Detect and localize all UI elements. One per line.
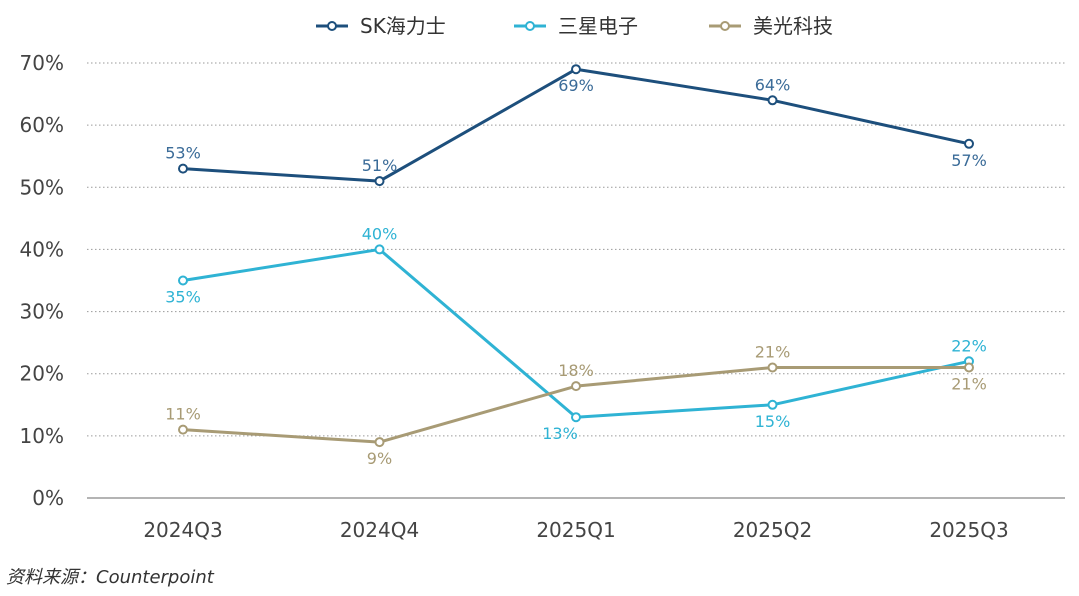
legend-item: 美光科技 [709, 14, 833, 38]
data-point [178, 275, 188, 286]
x-tick-label: 2025Q1 [536, 518, 615, 542]
data-label: 11% [165, 405, 201, 424]
y-tick-label: 70% [20, 51, 64, 75]
legend-marker [720, 21, 730, 31]
data-label: 18% [558, 361, 594, 380]
data-point [767, 399, 778, 410]
data-label: 51% [362, 156, 398, 175]
legend-item: 三星电子 [514, 14, 638, 38]
data-label: 21% [755, 343, 791, 362]
x-tick-label: 2024Q4 [340, 518, 419, 542]
data-point [374, 176, 385, 187]
y-tick-label: 40% [20, 237, 64, 261]
data-point [571, 64, 581, 75]
y-tick-label: 60% [20, 113, 64, 137]
legend-label: SK海力士 [360, 14, 446, 38]
legend-label: 美光科技 [753, 14, 833, 38]
data-label: 40% [362, 224, 398, 243]
x-tick-label: 2025Q2 [733, 518, 812, 542]
data-label: 15% [755, 412, 791, 431]
data-label: 9% [367, 449, 392, 468]
data-point [767, 362, 778, 373]
y-tick-label: 10% [20, 424, 64, 448]
data-point [374, 437, 385, 448]
x-tick-label: 2024Q3 [143, 518, 222, 542]
series-lines: 53% 51% 69% 64% 57% 35% 40% 13% 15% 22% 11% 9% 18% 21… [165, 64, 987, 469]
data-point [571, 412, 581, 423]
y-tick-label: 30% [20, 300, 64, 324]
legend: SK海力士 三星电子 美光科技 [316, 14, 833, 38]
data-label: 22% [951, 336, 987, 355]
data-point [964, 138, 974, 149]
y-tick-label: 0% [32, 486, 64, 510]
legend-item: SK海力士 [316, 14, 446, 38]
series-3: 11% 9% 18% 21% 21% [165, 343, 987, 469]
series-2: 35% 40% 13% 15% 22% [165, 224, 987, 443]
data-label: 64% [755, 75, 791, 94]
data-point [178, 424, 188, 435]
data-label: 57% [951, 151, 987, 170]
data-point [178, 163, 188, 174]
data-label: 69% [558, 76, 594, 95]
data-label: 53% [165, 144, 201, 163]
data-point [767, 95, 778, 106]
grid-lines [87, 62, 1065, 437]
x-tick-label: 2025Q3 [929, 518, 1008, 542]
data-point [964, 362, 974, 373]
series-line [182, 247, 970, 419]
legend-label: 三星电子 [558, 14, 638, 38]
series-1: 53% 51% 69% 64% 57% [165, 64, 987, 187]
y-tick-label: 50% [20, 175, 64, 199]
line-chart: 0% 10% 20% 30% 40% 50% 60% 70% 2024Q3 2024Q4 2025Q… [20, 14, 1065, 542]
y-tick-label: 20% [20, 362, 64, 386]
legend-marker [525, 21, 535, 31]
source-note: 资料来源：Counterpoint [6, 567, 214, 588]
data-point [571, 381, 581, 392]
data-label: 35% [165, 288, 201, 307]
axes: 0% 10% 20% 30% 40% 50% 60% 70% 2024Q3 2024Q4 2025Q… [20, 51, 1065, 542]
legend-marker [327, 21, 337, 31]
data-label: 21% [951, 375, 987, 394]
data-label: 13% [542, 424, 578, 443]
data-point [374, 244, 385, 255]
